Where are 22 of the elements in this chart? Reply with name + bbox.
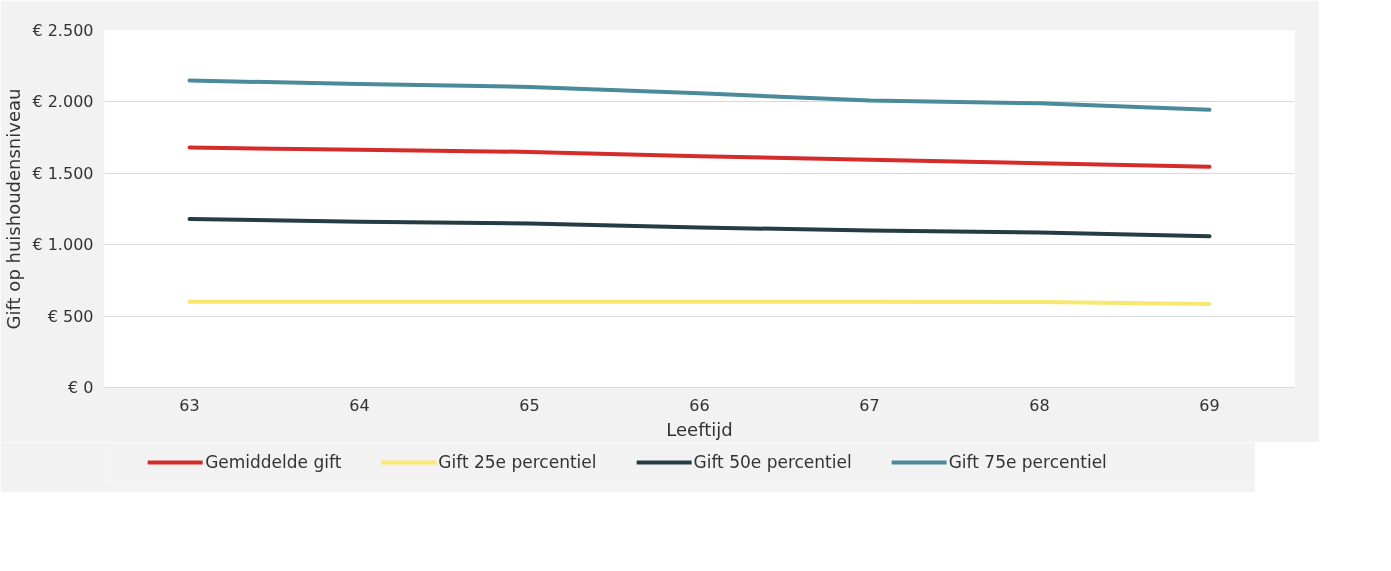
legend-label: Gemiddelde gift	[205, 452, 342, 472]
legend-label: Gift 50e percentiel	[693, 452, 852, 472]
y-tick-label: € 0	[68, 378, 94, 397]
line-series	[187, 217, 1212, 239]
y-tick-label: € 1.000	[32, 235, 94, 255]
legend-label: Gift 75e percentiel	[948, 452, 1107, 472]
x-tick-label: 64	[349, 395, 370, 415]
y-tick-label: € 2.000	[32, 92, 94, 112]
x-tick-label: 69	[1199, 395, 1220, 415]
x-tick-label: 67	[859, 395, 880, 415]
y-axis-title: Gift op huishoudensniveau	[3, 88, 25, 330]
legend-label: Gift 25e percentiel	[438, 452, 597, 472]
x-axis-title: Leeftijd	[666, 418, 733, 440]
x-tick-label: 63	[179, 395, 200, 415]
x-tick-label: 65	[519, 395, 540, 415]
line-series	[187, 145, 1212, 169]
line-series	[187, 78, 1212, 112]
y-tick-label: € 500	[47, 306, 94, 326]
x-tick-label: 66	[689, 395, 710, 415]
y-tick-label: € 1.500	[32, 163, 94, 183]
x-tick-label: 68	[1029, 395, 1050, 415]
y-tick-label: € 2.500	[32, 21, 94, 40]
